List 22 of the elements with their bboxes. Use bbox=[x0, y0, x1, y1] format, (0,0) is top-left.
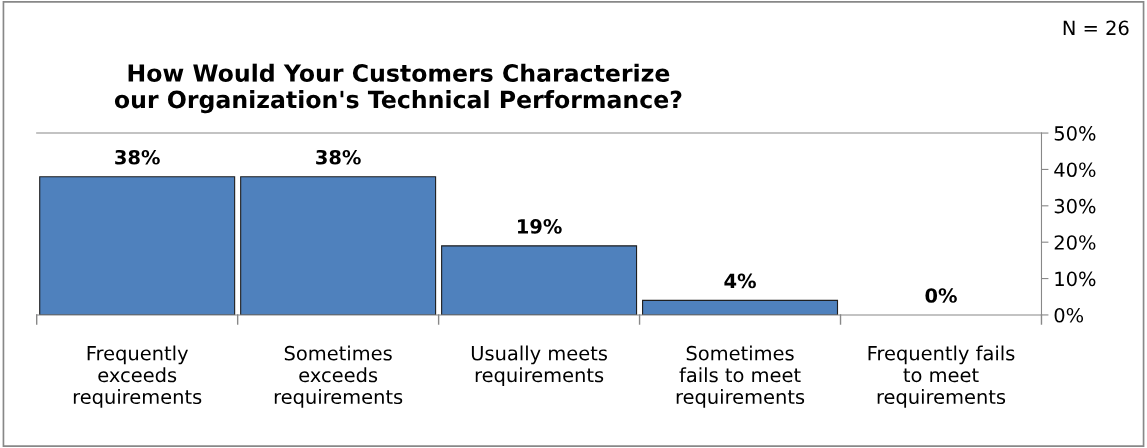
x-tick-label: Frequently fails to meet requirements bbox=[868, 345, 1015, 408]
data-label: 38% bbox=[316, 149, 361, 165]
y-tick-label: 40% bbox=[1054, 162, 1096, 178]
text: N = 26 bbox=[1063, 20, 1129, 36]
bar bbox=[240, 176, 437, 315]
x-tick-label: Usually meets requirements bbox=[471, 345, 607, 387]
bar bbox=[441, 245, 638, 315]
data-label: 38% bbox=[115, 149, 160, 165]
data-label: 4% bbox=[724, 273, 756, 289]
chart-title: How Would Your Customers Characterize our Organization's Technical Performance? bbox=[114, 63, 682, 114]
y-tick-label: 30% bbox=[1054, 198, 1096, 214]
bar bbox=[39, 176, 236, 315]
y-tick-label: 50% bbox=[1054, 126, 1096, 141]
x-tick-label: Frequently exceeds requirements bbox=[73, 345, 202, 408]
data-label: 0% bbox=[925, 288, 957, 303]
y-tick-label: 20% bbox=[1054, 235, 1096, 250]
y-tick-label: 10% bbox=[1055, 271, 1096, 287]
bar bbox=[642, 299, 839, 315]
x-tick-label: Sometimes fails to meet requirements bbox=[676, 345, 805, 408]
y-tick-label: 0% bbox=[1054, 307, 1084, 323]
data-label: 19% bbox=[518, 219, 562, 234]
x-tick-label: Sometimes exceeds requirements bbox=[274, 345, 403, 408]
